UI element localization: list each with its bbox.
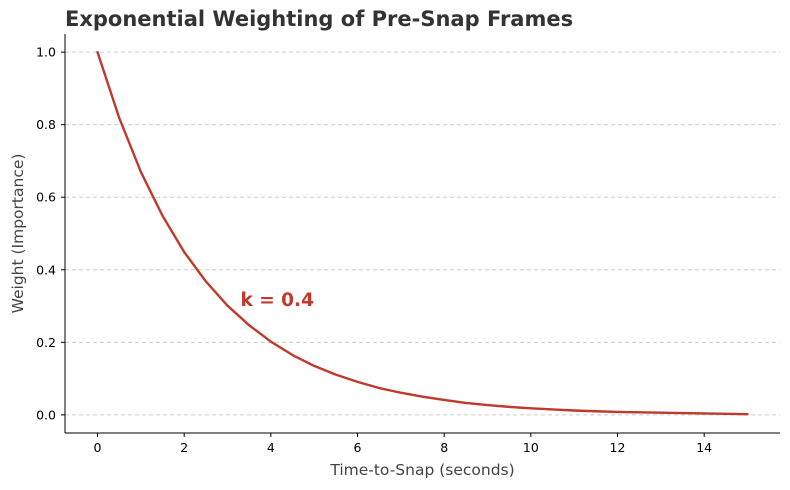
x-tick-label: 4 (267, 440, 275, 455)
y-tick-label: 0.0 (36, 407, 56, 422)
y-tick-label: 0.6 (36, 190, 56, 205)
grid-lines (65, 51, 780, 416)
x-axis-label: Time-to-Snap (seconds) (329, 461, 514, 479)
y-tick-label: 0.4 (36, 262, 56, 277)
x-tick-label: 12 (610, 440, 626, 455)
x-tick-label: 0 (94, 440, 102, 455)
ticks: 0.0 0.2 0.4 0.6 0.8 1.0 0 2 4 6 8 10 12 14 (36, 45, 712, 455)
y-tick-label: 0.2 (36, 335, 56, 350)
x-tick-label: 8 (440, 440, 448, 455)
y-tick-label: 1.0 (36, 45, 56, 60)
x-tick-label: 10 (523, 440, 539, 455)
annotation-k: k = 0.4 (241, 290, 315, 311)
y-tick-label: 0.8 (36, 117, 56, 132)
series-line (96, 50, 749, 416)
x-tick-label: 6 (354, 440, 362, 455)
x-tick-label: 2 (180, 440, 188, 455)
series-layer (96, 50, 749, 416)
y-axis-label: Weight (Importance) (9, 154, 27, 314)
chart-title: Exponential Weighting of Pre-Snap Frames (65, 7, 573, 31)
x-tick-label: 14 (696, 440, 712, 455)
